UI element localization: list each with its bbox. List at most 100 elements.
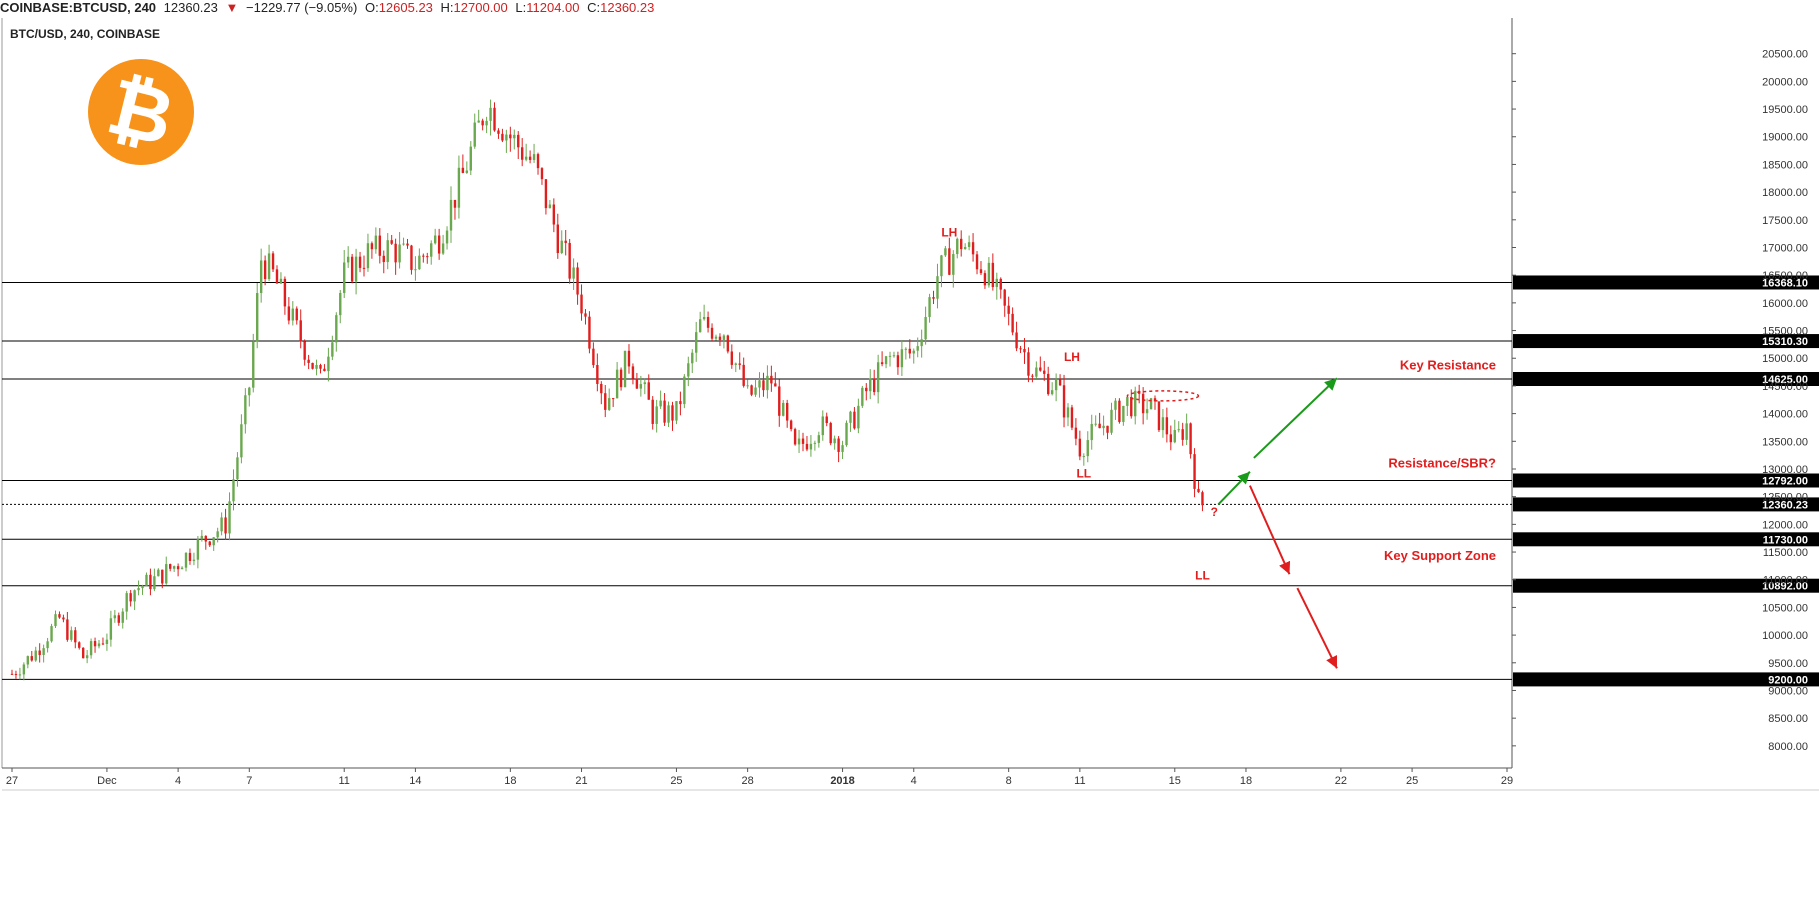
candle-up [857,405,860,429]
candle-up [465,170,469,173]
candle-up [196,539,200,560]
candle-up [813,442,817,444]
price-tick-label: 9000.00 [1768,685,1808,697]
candle-up [936,276,939,299]
candle-up [754,387,757,395]
level-price-label: 12360.23 [1762,499,1808,511]
candle-down [1070,407,1074,428]
candle-down [600,383,603,394]
candle-up [892,355,896,357]
candle-down [93,641,97,647]
candle-up [449,199,453,231]
price-tick-label: 11500.00 [1763,547,1808,559]
pattern-label: LL [1195,569,1210,583]
candle-down [896,355,900,368]
candle-up [402,243,405,245]
candle-up [418,255,421,270]
candle-down [1118,400,1121,422]
candle-down [738,363,741,365]
candle-down [358,256,362,268]
candle-up [18,674,22,676]
candle-down [74,630,77,643]
level-price-tag [1513,532,1819,547]
price-tick-label: 8500.00 [1768,713,1808,725]
candle-down [1039,367,1042,371]
price-tick-label: 11000.00 [1763,575,1808,587]
candle-up [560,240,563,253]
candle-down [604,393,607,410]
symbol-label[interactable]: COINBASE:BTCUSD, 240 [0,0,157,15]
time-tick-label: 18 [504,775,516,787]
candle-up [414,269,417,271]
price-tick-label: 18000.00 [1762,187,1808,199]
candle-down [204,535,207,542]
candle-up [615,369,619,399]
candle-up [1082,456,1086,458]
candle-down [564,240,567,243]
candle-down [501,133,504,141]
plot-border [1,18,1819,791]
price-tick-label: 20500.00 [1762,49,1808,61]
candle-up [766,375,769,391]
candle-up [180,567,184,570]
candle-down [1023,348,1026,353]
candlesticks [10,99,1204,681]
candle-up [398,244,401,263]
candle-up [141,585,144,589]
candle-up [153,576,156,590]
open-value: 12605.23 [378,0,433,15]
candle-down [1169,434,1173,443]
candle-up [1185,423,1188,440]
time-tick-label: 14 [409,775,421,787]
candle-up [928,297,931,317]
candle-up [192,559,196,562]
time-tick-label: 4 [911,775,917,787]
candle-down [635,378,639,389]
bearish-projection-arrow [1296,587,1338,669]
candle-up [900,349,904,368]
candle-down [295,308,298,321]
time-axis[interactable]: 27 Dec 4 7 11 14 18 21 25 28 2018 4 8 11 15 18 22 25 29 [6,768,1513,787]
candle-down [426,256,429,258]
price-axis[interactable]: 8000.00 8500.00 9000.00 9500.00 10000.00 1050… [1512,49,1808,753]
price-chart[interactable]: BTC/USD, 240, COINBASE ₿ 16368.10 15310.3… [0,18,1819,918]
chart-frame[interactable]: BTC/USD, 240, COINBASE ₿ 16368.10 15310.3… [0,18,1819,923]
candle-down [971,242,975,255]
price-tick-label: 17000.00 [1762,242,1808,254]
candle-down [710,327,714,339]
chart-title: BTC/USD, 240, COINBASE [10,27,160,41]
candle-down [742,364,745,386]
candle-down [552,204,556,225]
candle-up [248,387,251,396]
candle-down [1157,401,1161,431]
candle-down [588,316,591,349]
price-tick-label: 19000.00 [1762,132,1808,144]
candle-up [608,398,611,410]
candle-down [382,255,385,263]
candle-down [651,399,654,424]
candle-down [1189,423,1192,455]
candle-up [1102,425,1105,429]
candle-up [220,517,223,532]
candle-up [920,339,923,347]
candle-up [683,376,686,405]
candle-down [837,438,840,452]
candle-up [1066,407,1070,418]
candle-down [117,615,120,623]
level-price-label: 16368.10 [1762,277,1808,289]
candle-down [932,297,935,299]
candle-down [1153,398,1157,402]
price-tick-label: 18500.00 [1762,159,1808,171]
candle-down [880,362,884,365]
level-price-tag [1513,275,1819,290]
candle-down [78,642,81,648]
candle-up [524,156,528,160]
candle-down [536,154,540,169]
candle-up [695,332,698,353]
candle-up [876,362,880,393]
candle-down [770,375,773,384]
candle-down [544,179,548,209]
candle-up [904,348,908,350]
candle-up [912,350,915,354]
time-tick-label: 11 [339,775,350,787]
